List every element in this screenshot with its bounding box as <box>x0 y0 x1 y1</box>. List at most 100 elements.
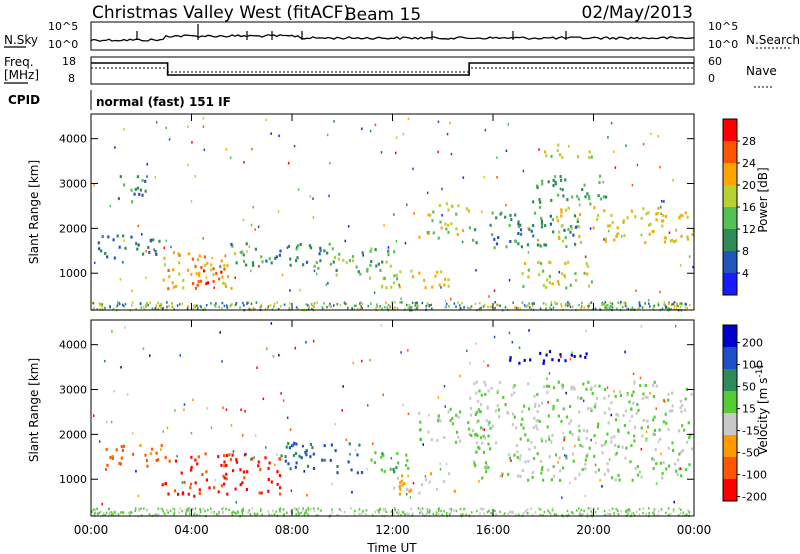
heatmap-cell <box>684 468 688 472</box>
noise-cell <box>565 391 567 395</box>
heatmap-cell <box>396 476 400 480</box>
ground-scatter-cell <box>679 512 682 515</box>
heatmap-cell <box>567 228 570 231</box>
heatmap-cell <box>333 256 336 259</box>
ground-scatter-cell <box>173 513 175 516</box>
heatmap-cell <box>435 487 439 491</box>
heatmap-cell <box>328 242 331 246</box>
heatmap-cell <box>614 394 617 398</box>
ground-scatter-cell <box>624 302 627 305</box>
heatmap-cell <box>667 427 670 431</box>
heatmap-cell <box>519 228 523 232</box>
y-tick-label: 2000 <box>59 222 87 235</box>
heatmap-cell <box>634 215 637 219</box>
ground-scatter-cell <box>260 509 262 512</box>
heatmap-cell <box>220 484 223 488</box>
heatmap-cell <box>396 277 399 281</box>
ground-scatter-cell <box>684 302 687 306</box>
heatmap-cell <box>667 446 670 450</box>
noise-cell <box>361 359 363 363</box>
ground-scatter-cell <box>112 514 115 517</box>
heatmap-cell <box>538 243 541 247</box>
heatmap-cell <box>630 209 633 213</box>
heatmap-cell <box>647 211 650 215</box>
freq-unit-label: [MHz] <box>4 68 39 82</box>
heatmap-cell <box>163 263 166 267</box>
heatmap-cell <box>649 222 652 226</box>
ground-scatter-cell <box>572 305 574 308</box>
heatmap-cell <box>598 384 601 388</box>
heatmap-cell <box>624 456 627 460</box>
velocity-plot-bg <box>91 320 694 516</box>
ground-scatter-cell <box>649 305 651 308</box>
heatmap-cell <box>558 237 561 240</box>
ground-scatter-cell <box>603 302 605 306</box>
heatmap-cell <box>681 449 684 452</box>
noise-cell <box>281 273 284 277</box>
heatmap-cell <box>539 200 542 204</box>
noise-cell <box>290 489 293 492</box>
noise-cell <box>390 457 393 460</box>
ground-scatter-cell <box>586 512 589 515</box>
heatmap-cell <box>348 259 351 263</box>
heatmap-cell <box>653 429 656 432</box>
freq-tick-top: 18 <box>62 55 76 68</box>
heatmap-cell <box>578 429 581 433</box>
noise-cell <box>341 409 343 412</box>
heatmap-cell <box>539 459 542 463</box>
noise-cell <box>240 408 242 411</box>
heatmap-cell <box>662 420 665 424</box>
heatmap-cell <box>633 380 636 384</box>
beam-label: Beam 15 <box>345 5 421 25</box>
noise-cell <box>444 299 447 302</box>
ground-scatter-cell <box>601 303 604 306</box>
noise-cell <box>213 286 215 289</box>
ground-scatter-cell <box>515 306 518 310</box>
ground-scatter-cell <box>356 307 359 311</box>
ground-scatter-cell <box>533 302 535 305</box>
heatmap-cell <box>522 284 525 288</box>
ground-scatter-cell <box>449 513 451 516</box>
noise-cell <box>113 389 115 393</box>
heatmap-cell <box>509 356 512 360</box>
noise-cell <box>508 278 511 282</box>
noise-cell <box>680 467 682 470</box>
heatmap-cell <box>447 208 450 212</box>
ground-scatter-cell <box>226 306 228 309</box>
heatmap-cell <box>651 457 654 461</box>
noise-cell <box>123 239 125 242</box>
heatmap-cell <box>317 266 320 270</box>
noise-cell <box>528 329 530 332</box>
ground-scatter-cell <box>608 306 611 309</box>
noise-cell <box>265 118 267 121</box>
heatmap-cell <box>523 358 526 362</box>
heatmap-cell <box>278 457 281 461</box>
heatmap-cell <box>180 471 183 475</box>
ground-scatter-cell <box>98 511 101 515</box>
ground-scatter-cell <box>350 507 352 510</box>
heatmap-cell <box>408 489 411 493</box>
heatmap-cell <box>242 259 246 263</box>
ground-scatter-cell <box>100 510 102 513</box>
ground-scatter-cell <box>581 301 583 305</box>
ground-scatter-cell <box>572 512 574 515</box>
heatmap-cell <box>567 206 570 210</box>
heatmap-cell <box>212 267 215 271</box>
power-plot-bg <box>91 114 694 310</box>
ground-scatter-cell <box>261 513 263 516</box>
heatmap-cell <box>576 194 579 198</box>
ground-scatter-cell <box>483 512 485 515</box>
heatmap-cell <box>195 272 198 276</box>
heatmap-cell <box>270 480 273 484</box>
heatmap-cell <box>370 260 373 263</box>
heatmap-cell <box>259 468 262 472</box>
heatmap-cell <box>540 219 543 223</box>
heatmap-cell <box>177 492 180 496</box>
ground-scatter-cell <box>553 301 556 304</box>
noise-cell <box>241 434 244 437</box>
heatmap-cell <box>451 417 454 420</box>
heatmap-cell <box>100 249 103 253</box>
heatmap-cell <box>644 384 647 387</box>
heatmap-cell <box>177 252 180 256</box>
